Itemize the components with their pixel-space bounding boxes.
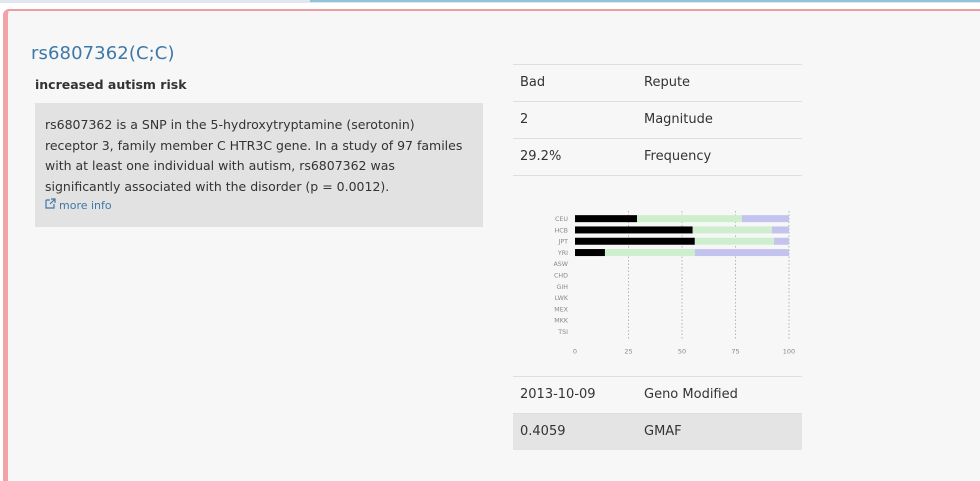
snp-summary: increased autism risk xyxy=(35,77,187,92)
geno-modified-value: 2013-10-09 xyxy=(520,387,596,402)
chart-category-label: MKK xyxy=(554,318,569,325)
top-border-line xyxy=(0,0,980,3)
chart-category-label: TSI xyxy=(557,329,568,336)
repute-row: Bad Repute xyxy=(513,64,802,101)
chart-bar-segment xyxy=(575,237,695,245)
chart-bar-segment xyxy=(575,249,605,257)
geno-modified-label: Geno Modified xyxy=(644,387,738,402)
chart-category-label: HCB xyxy=(555,227,568,234)
chart-x-tick-label: 0 xyxy=(573,347,577,355)
gmaf-value: 0.4059 xyxy=(520,424,566,439)
frequency-value: 29.2% xyxy=(520,149,562,164)
chart-bar-segment xyxy=(774,237,789,245)
top-accent-line xyxy=(310,0,980,2)
chart-x-tick-label: 25 xyxy=(624,347,632,355)
frequency-row: 29.2% Frequency xyxy=(513,138,802,176)
chart-bar-segment xyxy=(637,215,742,223)
chart-x-tick-label: 50 xyxy=(678,347,686,355)
chart-category-label: JPT xyxy=(557,239,568,246)
frequency-label: Frequency xyxy=(644,149,712,164)
more-info-label: more info xyxy=(59,199,112,212)
geno-modified-row: 2013-10-09 Geno Modified xyxy=(513,376,802,413)
chart-category-label: CEU xyxy=(555,216,568,223)
chart-category-label: YRI xyxy=(557,250,568,257)
external-link-icon xyxy=(45,198,56,209)
repute-label: Repute xyxy=(644,75,691,90)
magnitude-label: Magnitude xyxy=(644,112,713,127)
chart-bar-segment xyxy=(694,249,789,257)
snp-card: rs6807362(C;C) increased autism risk rs6… xyxy=(3,9,980,481)
chart-bar-segment xyxy=(575,215,638,223)
gmaf-label: GMAF xyxy=(644,424,682,439)
magnitude-row: 2 Magnitude xyxy=(513,101,802,138)
chart-bar-segment xyxy=(771,226,789,234)
chart-bar-segment xyxy=(694,237,775,245)
chart-category-label: GIH xyxy=(557,284,569,291)
chart-category-label: MEX xyxy=(554,306,568,313)
description-box: rs6807362 is a SNP in the 5-hydroxytrypt… xyxy=(35,103,483,227)
repute-value: Bad xyxy=(520,75,546,90)
gmaf-row: 0.4059 GMAF xyxy=(513,413,802,450)
chart-category-label: ASW xyxy=(553,261,568,268)
magnitude-value: 2 xyxy=(520,112,529,127)
description-text: rs6807362 is a SNP in the 5-hydroxytrypt… xyxy=(45,117,463,194)
snp-properties-table: Bad Repute 2 Magnitude 29.2% Frequency xyxy=(513,64,802,176)
chart-bar-segment xyxy=(741,215,789,223)
chart-x-tick-label: 100 xyxy=(783,347,795,355)
chart-bar-segment xyxy=(604,249,695,257)
more-info-link[interactable]: more info xyxy=(45,198,471,212)
chart-category-label: CHD xyxy=(554,272,568,279)
population-frequency-chart: 0 25 50 75 100 CEU HCB JPT YRI ASW CHD GIH LWK MEX MKK… xyxy=(553,211,795,355)
chart-x-tick-label: 75 xyxy=(731,347,739,355)
chart-bar-segment xyxy=(575,226,693,234)
snp-meta-table: 2013-10-09 Geno Modified 0.4059 GMAF xyxy=(513,376,802,450)
chart-category-label: LWK xyxy=(555,295,569,302)
chart-bar-segment xyxy=(692,226,772,234)
snp-title: rs6807362(C;C) xyxy=(31,43,175,64)
